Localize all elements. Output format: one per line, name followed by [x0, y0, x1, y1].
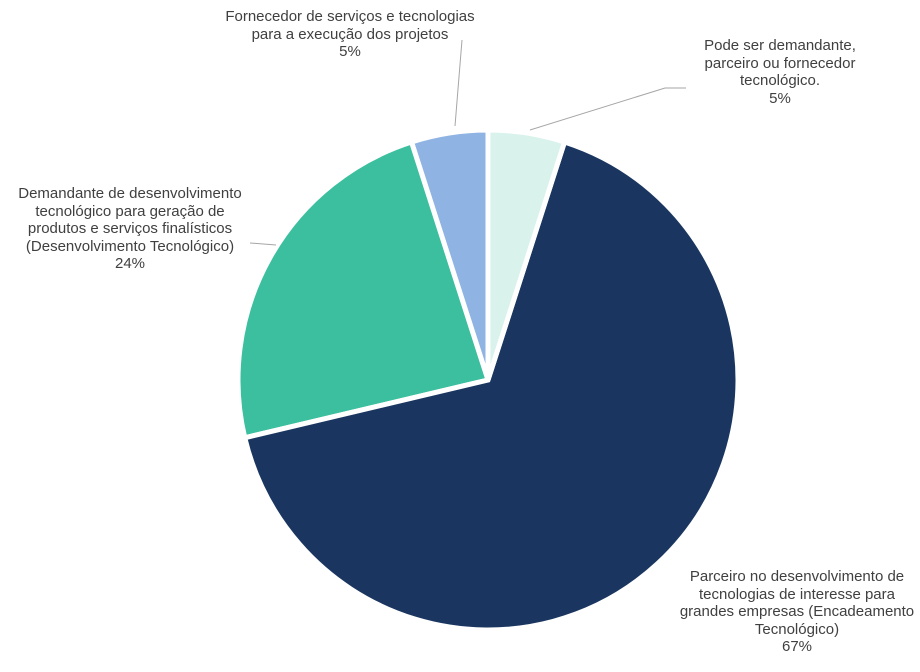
leader-line — [454, 39, 463, 127]
category-label: Fornecedor de serviços e tecnologias par… — [225, 8, 475, 43]
pie-slice — [485, 127, 568, 381]
value-label: 5% — [769, 89, 791, 107]
value-label: 5% — [339, 43, 361, 60]
pie-slice — [241, 138, 741, 633]
slice-label: Pode ser demandante, parceiro ou fornece… — [680, 37, 880, 107]
slice-label: Parceiro no desenvolvimento de tecnologi… — [672, 568, 920, 656]
category-label: Demandante de desenvolvimento tecnológic… — [18, 185, 242, 255]
value-label: 24% — [114, 255, 146, 272]
slice-label: Demandante de desenvolvimento tecnológic… — [5, 185, 255, 273]
value-label: 67% — [781, 638, 813, 655]
category-label: Parceiro no desenvolvimento de tecnologi… — [679, 568, 915, 638]
leader-line — [529, 87, 686, 131]
leader-line — [249, 242, 277, 246]
category-label: Pode ser demandante, parceiro ou fornece… — [704, 37, 856, 89]
slice-label: Fornecedor de serviços e tecnologias par… — [222, 8, 478, 61]
pie-slice — [235, 138, 492, 441]
